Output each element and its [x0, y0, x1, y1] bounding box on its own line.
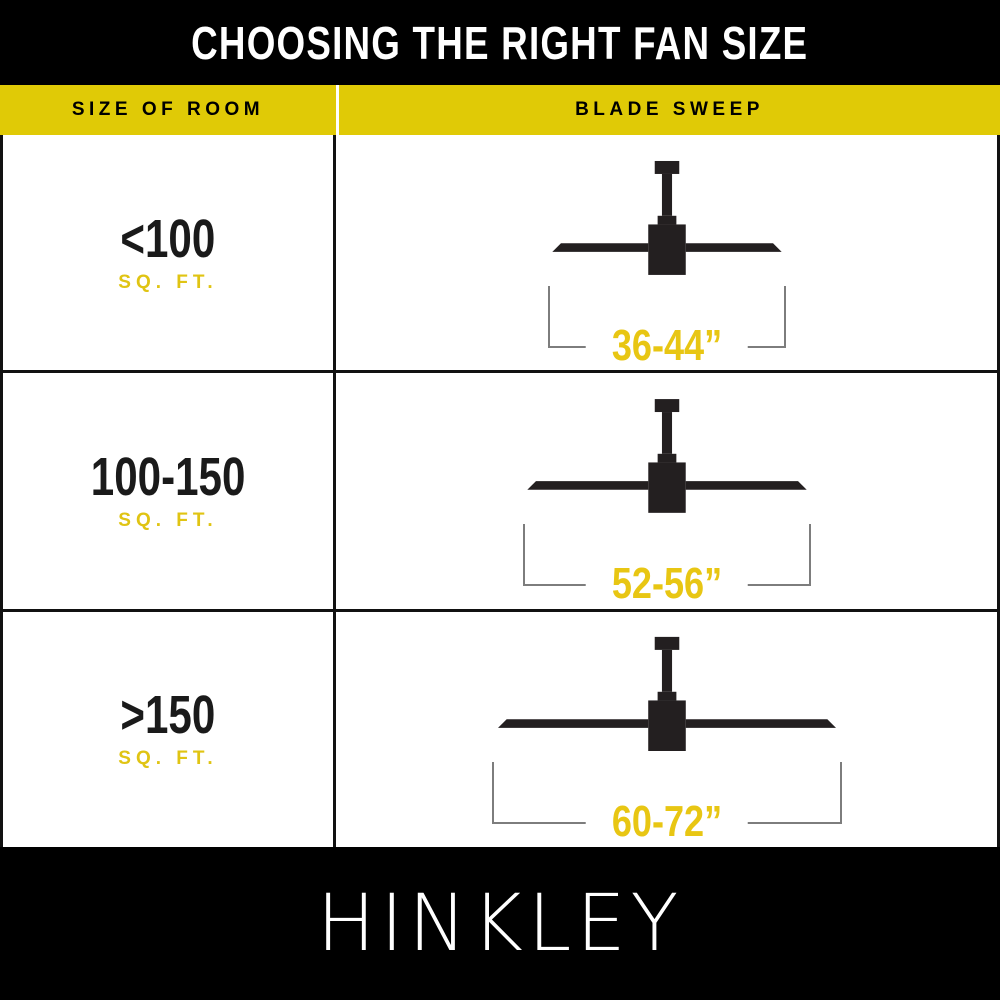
- fan-diagram-group: 36-44”: [547, 158, 786, 368]
- fan-diagram-group: 52-56”: [522, 396, 811, 606]
- table-body: <100 SQ. FT.: [0, 135, 1000, 847]
- ceiling-fan-icon: [526, 399, 807, 513]
- blade-sweep-measurement: 60-72”: [585, 800, 748, 845]
- dimension-bracket: 36-44”: [547, 285, 786, 368]
- blade-sweep-cell: 52-56”: [336, 373, 997, 608]
- ceiling-fan-icon: [497, 637, 836, 752]
- room-size-value: <100: [120, 208, 216, 269]
- column-header-blade-sweep: BLADE SWEEP: [336, 85, 1000, 135]
- dimension-bracket: 52-56”: [522, 523, 811, 606]
- fan-diagram-group: 60-72”: [491, 634, 842, 845]
- room-size-cell: <100 SQ. FT.: [3, 135, 336, 371]
- ceiling-fan-icon: [551, 160, 782, 275]
- column-header-size-of-room: SIZE OF ROOM: [71, 99, 265, 120]
- blade-sweep-measurement: 52-56”: [585, 561, 748, 606]
- table-row: >150 SQ. FT.: [3, 611, 997, 847]
- title-bar: CHOOSING THE RIGHT FAN SIZE: [0, 0, 1000, 85]
- table-row: <100 SQ. FT.: [3, 135, 997, 374]
- brand-logo-hinkley: HINKLEY: [316, 878, 684, 969]
- room-size-cell: >150 SQ. FT.: [3, 611, 336, 847]
- table-column-header: SIZE OF ROOM BLADE SWEEP: [0, 85, 1000, 135]
- dimension-bracket: 60-72”: [491, 762, 842, 845]
- room-size-value: 100-150: [90, 446, 246, 507]
- room-size-unit: SQ. FT.: [118, 748, 218, 770]
- footer-bar: HINKLEY: [0, 847, 1000, 1000]
- blade-sweep-measurement: 36-44”: [585, 323, 748, 368]
- blade-sweep-cell: 60-72”: [336, 612, 997, 847]
- page-title: CHOOSING THE RIGHT FAN SIZE: [191, 16, 809, 69]
- table-row: 100-150 SQ. FT.: [3, 373, 997, 612]
- room-size-value: >150: [120, 685, 216, 746]
- room-size-cell: 100-150 SQ. FT.: [3, 373, 336, 609]
- room-size-unit: SQ. FT.: [118, 509, 218, 531]
- blade-sweep-cell: 36-44”: [336, 135, 997, 370]
- room-size-unit: SQ. FT.: [118, 271, 218, 293]
